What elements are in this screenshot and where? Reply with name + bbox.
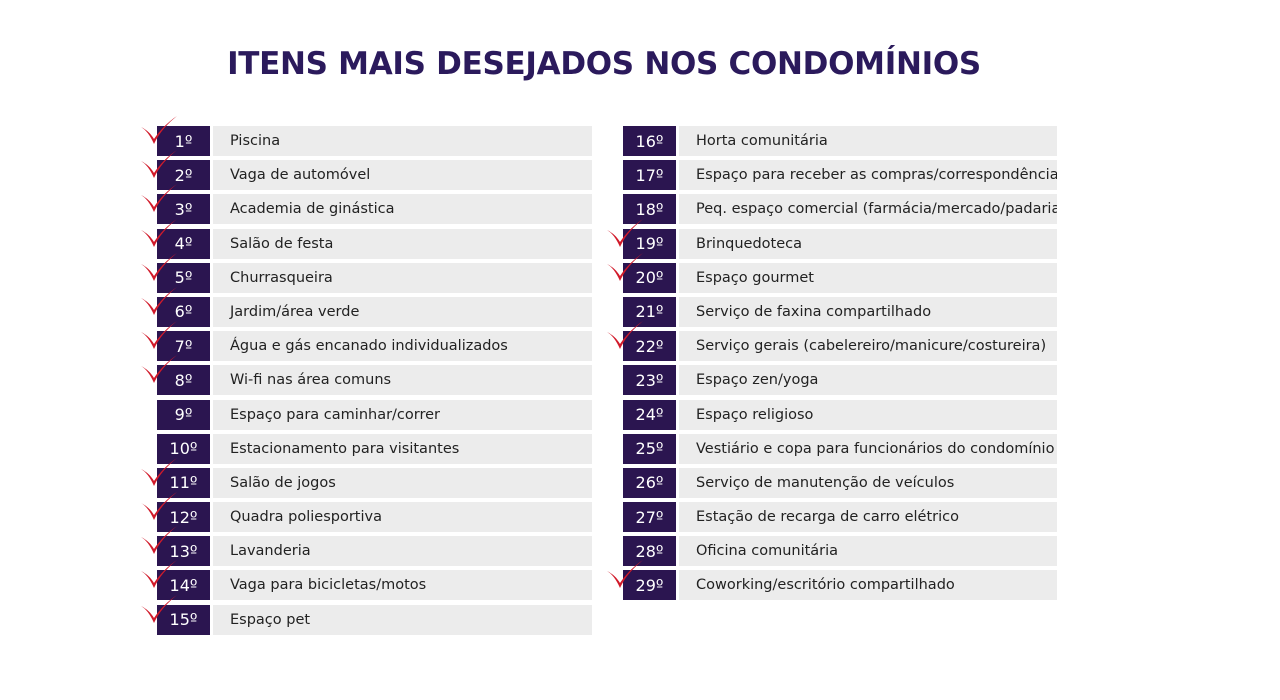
rank-item-label: Jardim/área verde bbox=[213, 296, 592, 327]
rank-badge: 23º bbox=[623, 365, 676, 396]
ranking-row: 27º Estação de recarga de carro elétrico bbox=[623, 502, 1057, 533]
rank-badge: 7º bbox=[157, 331, 210, 362]
rank-badge: 22º bbox=[623, 331, 676, 362]
ranking-row: 5º Churrasqueira bbox=[141, 252, 592, 293]
rank-item-label: Wi-fi nas área comuns bbox=[213, 365, 592, 396]
rank-badge: 27º bbox=[623, 502, 676, 533]
rank-badge: 11º bbox=[157, 467, 210, 498]
ranking-list-right: 16º Horta comunitária 17º Espaço para receb… bbox=[607, 126, 1057, 605]
ranking-row: 12º Quadra poliesportiva bbox=[141, 492, 592, 533]
rank-item-label: Salão de festa bbox=[213, 228, 592, 259]
rank-item-label: Brinquedoteca bbox=[679, 228, 1057, 259]
ranking-row: 11º Salão de jogos bbox=[141, 457, 592, 498]
ranking-row: 24º Espaço religioso bbox=[623, 399, 1057, 430]
rank-badge: 21º bbox=[623, 296, 676, 327]
rank-item-label: Vaga de automóvel bbox=[213, 160, 592, 191]
rank-badge: 6º bbox=[157, 296, 210, 327]
page-title: ITENS MAIS DESEJADOS NOS CONDOMÍNIOS bbox=[227, 46, 981, 82]
rank-badge: 13º bbox=[157, 536, 210, 567]
rank-badge: 18º bbox=[623, 194, 676, 225]
rank-item-label: Vaga para bicicletas/motos bbox=[213, 570, 592, 601]
rank-item-label: Espaço para caminhar/correr bbox=[213, 399, 592, 430]
ranking-row: 10º Estacionamento para visitantes bbox=[157, 433, 592, 464]
rank-item-label: Espaço gourmet bbox=[679, 262, 1057, 293]
rank-item-label: Espaço para receber as compras/correspon… bbox=[679, 160, 1057, 191]
ranking-row: 20º Espaço gourmet bbox=[607, 252, 1057, 293]
ranking-row: 28º Oficina comunitária bbox=[623, 536, 1057, 567]
ranking-row: 22º Serviço gerais (cabelereiro/manicure/… bbox=[607, 321, 1057, 362]
ranking-row: 4º Salão de festa bbox=[141, 218, 592, 259]
rank-item-label: Lavanderia bbox=[213, 536, 592, 567]
rank-item-label: Peq. espaço comercial (farmácia/mercado/… bbox=[679, 194, 1057, 225]
rank-badge: 15º bbox=[157, 604, 210, 635]
ranking-row: 18º Peq. espaço comercial (farmácia/merca… bbox=[623, 194, 1057, 225]
ranking-row: 6º Jardim/área verde bbox=[141, 286, 592, 327]
rank-badge: 24º bbox=[623, 399, 676, 430]
ranking-row: 26º Serviço de manutenção de veículos bbox=[623, 467, 1057, 498]
ranking-row: 23º Espaço zen/yoga bbox=[623, 365, 1057, 396]
rank-item-label: Quadra poliesportiva bbox=[213, 502, 592, 533]
rank-badge: 10º bbox=[157, 433, 210, 464]
rank-badge: 8º bbox=[157, 365, 210, 396]
rank-badge: 3º bbox=[157, 194, 210, 225]
rank-item-label: Serviço de faxina compartilhado bbox=[679, 296, 1057, 327]
rank-badge: 9º bbox=[157, 399, 210, 430]
rank-badge: 4º bbox=[157, 228, 210, 259]
rank-badge: 16º bbox=[623, 126, 676, 156]
ranking-row: 8º Wi-fi nas área comuns bbox=[141, 355, 592, 396]
rank-badge: 20º bbox=[623, 262, 676, 293]
rank-item-label: Churrasqueira bbox=[213, 262, 592, 293]
rank-item-label: Oficina comunitária bbox=[679, 536, 1057, 567]
rank-badge: 29º bbox=[623, 570, 676, 601]
ranking-row: 25º Vestiário e copa para funcionários do… bbox=[623, 433, 1057, 464]
ranking-row: 16º Horta comunitária bbox=[623, 126, 1057, 156]
ranking-row: 14º Vaga para bicicletas/motos bbox=[141, 560, 592, 601]
ranking-row: 13º Lavanderia bbox=[141, 526, 592, 567]
rank-item-label: Água e gás encanado individualizados bbox=[213, 331, 592, 362]
rank-item-label: Espaço religioso bbox=[679, 399, 1057, 430]
ranking-row: 15º Espaço pet bbox=[141, 594, 592, 635]
ranking-row: 2º Vaga de automóvel bbox=[141, 150, 592, 191]
rank-badge: 26º bbox=[623, 467, 676, 498]
rank-item-label: Salão de jogos bbox=[213, 467, 592, 498]
rank-item-label: Piscina bbox=[213, 126, 592, 156]
rank-badge: 1º bbox=[157, 126, 210, 156]
rank-badge: 17º bbox=[623, 160, 676, 191]
ranking-row: 21º Serviço de faxina compartilhado bbox=[623, 296, 1057, 327]
ranking-row: 9º Espaço para caminhar/correr bbox=[157, 399, 592, 430]
rank-item-label: Estação de recarga de carro elétrico bbox=[679, 502, 1057, 533]
rank-item-label: Horta comunitária bbox=[679, 126, 1057, 156]
rank-item-label: Espaço zen/yoga bbox=[679, 365, 1057, 396]
rank-item-label: Academia de ginástica bbox=[213, 194, 592, 225]
rank-item-label: Serviço gerais (cabelereiro/manicure/cos… bbox=[679, 331, 1057, 362]
rank-badge: 2º bbox=[157, 160, 210, 191]
ranking-row: 1º Piscina bbox=[141, 116, 592, 156]
rank-item-label: Serviço de manutenção de veículos bbox=[679, 467, 1057, 498]
rank-item-label: Coworking/escritório compartilhado bbox=[679, 570, 1057, 601]
rank-badge: 14º bbox=[157, 570, 210, 601]
ranking-row: 29º Coworking/escritório compartilhado bbox=[607, 560, 1057, 601]
rank-item-label: Estacionamento para visitantes bbox=[213, 433, 592, 464]
rank-badge: 25º bbox=[623, 433, 676, 464]
rank-badge: 12º bbox=[157, 502, 210, 533]
ranking-row: 7º Água e gás encanado individualizados bbox=[141, 321, 592, 362]
rank-badge: 5º bbox=[157, 262, 210, 293]
rank-badge: 28º bbox=[623, 536, 676, 567]
ranking-row: 19º Brinquedoteca bbox=[607, 218, 1057, 259]
ranking-row: 3º Academia de ginástica bbox=[141, 184, 592, 225]
ranking-row: 17º Espaço para receber as compras/corres… bbox=[623, 160, 1057, 191]
ranking-list-left: 1º Piscina 2º Vaga de automóvel 3º Academia d… bbox=[141, 116, 592, 639]
rank-item-label: Espaço pet bbox=[213, 604, 592, 635]
rank-item-label: Vestiário e copa para funcionários do co… bbox=[679, 433, 1057, 464]
rank-badge: 19º bbox=[623, 228, 676, 259]
